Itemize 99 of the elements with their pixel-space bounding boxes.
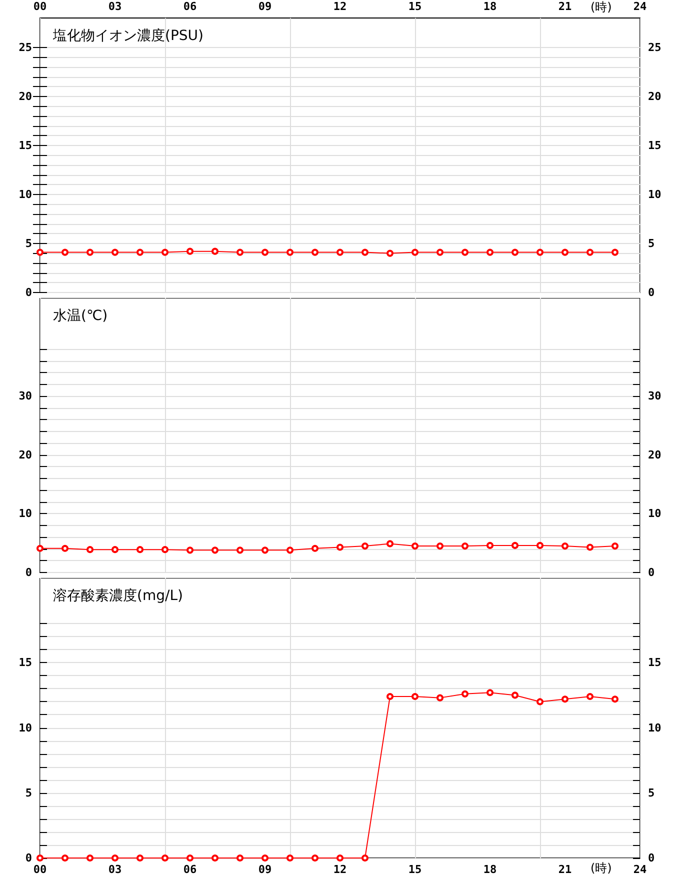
point <box>512 692 518 699</box>
point <box>136 546 144 554</box>
x2-tick-label: 18 <box>483 0 497 13</box>
point <box>262 854 268 862</box>
point <box>436 542 444 550</box>
point <box>536 542 544 549</box>
point <box>312 544 318 552</box>
x-tick-label: 18 <box>483 863 497 876</box>
point <box>386 693 394 700</box>
point <box>336 854 344 862</box>
point <box>236 546 244 554</box>
y-tick-label: 25 <box>18 40 32 54</box>
point <box>462 690 468 698</box>
x-tick-label: 21 <box>558 863 572 876</box>
x-tick-label: 06 <box>183 863 197 876</box>
y2-tick-label: 25 <box>648 40 662 54</box>
y-tick-label: 15 <box>18 656 32 670</box>
y-tick-label: 0 <box>25 852 32 864</box>
point <box>212 854 218 862</box>
point <box>612 542 618 550</box>
y2-tick-label: 0 <box>648 286 655 299</box>
x-tick-label: 00 <box>33 863 47 876</box>
x2-tick-label: 00 <box>33 0 47 13</box>
point <box>586 544 594 551</box>
point <box>412 542 418 550</box>
x2-tick-label: 09 <box>258 0 272 13</box>
point <box>512 542 518 549</box>
y-tick-label: 10 <box>18 507 32 520</box>
point <box>36 544 44 552</box>
point <box>486 542 494 549</box>
point <box>336 544 344 551</box>
y-tick-label: 10 <box>18 721 32 734</box>
point <box>136 854 144 862</box>
point <box>312 854 318 862</box>
point <box>162 854 168 862</box>
point <box>412 693 418 700</box>
point <box>212 546 218 554</box>
y2-tick-label: 10 <box>648 721 662 734</box>
point <box>436 694 444 702</box>
point <box>386 540 394 548</box>
point <box>36 854 44 862</box>
point <box>62 854 68 862</box>
y2-tick-label: 15 <box>648 656 662 670</box>
x2-tick-label: 21 <box>558 0 572 13</box>
x-tick-label: 15 <box>408 863 422 876</box>
x-tick-label: 09 <box>258 863 272 876</box>
x2-tick-label: 24 <box>633 0 647 13</box>
point <box>262 546 268 554</box>
y-tick-label: 5 <box>25 236 32 250</box>
point <box>362 854 368 862</box>
x2-tick-label: 12 <box>333 0 347 13</box>
point <box>236 854 244 862</box>
y-tick-label: 0 <box>25 286 32 299</box>
x-tick-label: 12 <box>333 863 347 876</box>
x-tick-label: 24 <box>633 863 647 876</box>
point <box>162 546 168 554</box>
y2-tick-label: 10 <box>648 507 662 520</box>
text: 溶存酸素濃度(mg/L) <box>53 588 183 604</box>
point <box>362 542 368 550</box>
y-tick-label: 0 <box>25 566 32 579</box>
point <box>562 542 568 550</box>
point <box>286 854 294 862</box>
y2-tick-label: 0 <box>648 566 655 579</box>
x-axis-title: (時) <box>590 861 612 875</box>
y2-tick-label: 5 <box>648 786 655 800</box>
y-tick-label: 10 <box>18 188 32 201</box>
y2-tick-label: 20 <box>648 90 662 103</box>
y2-tick-label: 0 <box>648 852 655 864</box>
point <box>62 544 68 552</box>
x2-axis-title: (時) <box>590 0 612 14</box>
y2-tick-label: 20 <box>648 448 662 462</box>
y-tick-label: 5 <box>25 786 32 800</box>
point <box>112 546 118 554</box>
y2-tick-label: 10 <box>648 188 662 201</box>
y-tick-label: 15 <box>18 138 32 152</box>
y-tick-label: 20 <box>18 448 32 462</box>
point <box>286 546 294 554</box>
y2-tick-label: 30 <box>648 390 662 403</box>
point <box>462 542 468 550</box>
point <box>112 854 118 862</box>
point <box>86 546 94 554</box>
point <box>536 698 544 706</box>
point <box>186 854 194 862</box>
point <box>562 696 568 703</box>
point <box>586 693 594 700</box>
y2-tick-label: 5 <box>648 236 655 250</box>
x-tick-label: 03 <box>108 863 122 876</box>
point <box>186 546 194 554</box>
text: 水温(℃) <box>53 308 108 324</box>
text: 塩化物イオン濃度(PSU) <box>52 28 204 44</box>
point <box>86 854 94 862</box>
x2-tick-label: 03 <box>108 0 122 13</box>
x2-tick-label: 06 <box>183 0 197 13</box>
point <box>612 696 618 703</box>
y-tick-label: 30 <box>18 390 32 403</box>
y-tick-label: 20 <box>18 90 32 103</box>
x2-tick-label: 15 <box>408 0 422 13</box>
point <box>486 689 494 696</box>
y2-tick-label: 15 <box>648 138 662 152</box>
